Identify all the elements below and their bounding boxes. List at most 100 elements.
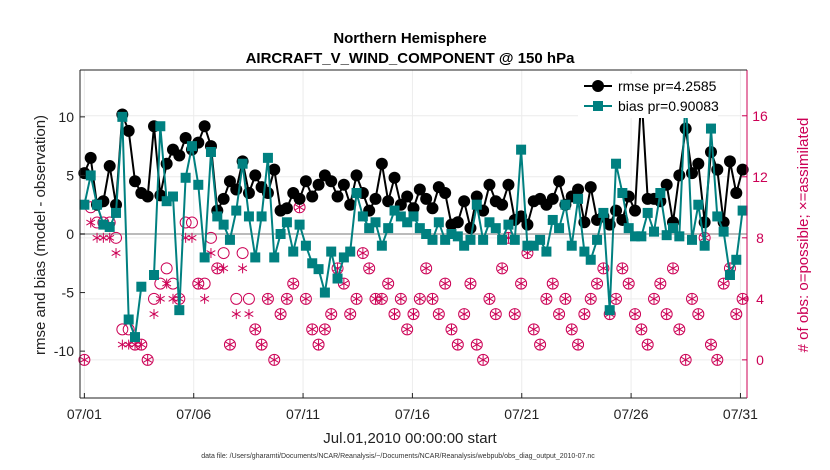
y-tick-label: 0 (66, 226, 74, 242)
assimilated-obs-marker (668, 263, 678, 274)
asterisk-stroke (478, 356, 488, 363)
asterisk-stroke (358, 250, 368, 257)
asterisk-stroke (377, 295, 387, 302)
rmse-point (413, 183, 426, 196)
assimilated-obs-marker (86, 217, 96, 228)
assimilated-obs-marker (111, 248, 121, 259)
assimilated-obs-marker (313, 339, 324, 350)
rmse-point (337, 178, 350, 191)
possible-obs-marker (439, 277, 452, 290)
bias-point (414, 223, 425, 234)
possible-obs-marker (350, 292, 363, 305)
possible-obs-marker (553, 308, 566, 321)
bias-point (433, 217, 444, 228)
legend-bias-marker (593, 101, 603, 111)
y2-tick-label: 12 (752, 169, 768, 185)
possible-obs-marker (711, 353, 724, 366)
bias-point (617, 188, 628, 198)
asterisk-stroke (567, 326, 577, 333)
rmse-point (223, 175, 236, 188)
bias-point (395, 211, 406, 222)
possible-obs-marker (230, 292, 243, 305)
rmse-point (129, 175, 142, 188)
asterisk-stroke (630, 311, 640, 318)
asterisk-stroke (706, 341, 716, 348)
rmse-point (198, 120, 211, 133)
legend: rmse pr=4.2585 bias pr=0.90083 (578, 74, 719, 118)
assimilated-obs-marker (440, 278, 450, 289)
possible-obs-marker (394, 292, 407, 305)
bias-point (724, 270, 735, 280)
possible-obs-marker (141, 353, 154, 366)
assimilated-obs-marker (535, 339, 545, 350)
asterisk-stroke (446, 326, 457, 333)
assimilated-obs-marker (712, 354, 722, 365)
asterisk-stroke (662, 311, 672, 318)
bias-point (490, 223, 501, 234)
asterisk-stroke (617, 265, 627, 272)
asterisk-stroke (497, 265, 507, 272)
possible-obs-marker (584, 292, 597, 305)
assimilated-obs-marker (136, 339, 146, 350)
possible-obs-marker (268, 353, 281, 366)
assimilated-obs-marker (307, 324, 317, 335)
bias-point (661, 230, 672, 241)
assimilated-obs-marker (225, 339, 235, 350)
asterisk-stroke (200, 295, 210, 302)
assimilated-obs-marker (446, 324, 457, 335)
assimilated-obs-marker (529, 324, 539, 335)
asterisk-stroke (276, 311, 286, 318)
asterisk-stroke (548, 280, 558, 287)
assimilated-obs-marker (478, 354, 488, 365)
bias-point (478, 234, 489, 245)
bias-point (136, 281, 147, 292)
y2-axis-label: # of obs: o=possible; ×=assimilated (795, 118, 812, 353)
assimilated-obs-marker (643, 339, 653, 350)
series-line-layer (78, 87, 749, 343)
asterisk-stroke (541, 295, 551, 302)
possible-obs-marker (648, 292, 661, 305)
y2-tick-label: 16 (752, 108, 768, 124)
possible-obs-marker (413, 292, 426, 305)
assimilated-obs-marker (548, 278, 558, 289)
legend-bias-label: bias pr=0.90083 (618, 98, 719, 114)
rmse-point (572, 183, 585, 196)
possible-obs-marker (242, 292, 255, 305)
asterisk-stroke (643, 341, 653, 348)
rmse-point (122, 124, 135, 137)
rmse-point (730, 187, 743, 199)
possible-obs-marker (363, 262, 376, 275)
x-tick-label: 07/31 (723, 406, 758, 422)
rmse-point (350, 169, 363, 182)
possible-obs-marker (736, 292, 749, 305)
bias-point (712, 211, 723, 222)
possible-obs-marker (401, 323, 414, 336)
bias-point (130, 332, 141, 343)
asterisk-stroke (586, 295, 596, 302)
asterisk-stroke (269, 356, 279, 363)
possible-obs-marker (685, 292, 698, 305)
bias-point (313, 264, 324, 275)
possible-obs-marker (546, 277, 559, 290)
bias-point (338, 252, 349, 263)
rmse-point (179, 131, 192, 144)
y-tick-label: -5 (62, 285, 75, 301)
assimilated-obs-marker (219, 263, 229, 274)
bias-point (718, 226, 729, 237)
bias-point (262, 152, 273, 163)
possible-obs-marker (470, 338, 483, 351)
x-axis-label: Jul.01,2010 00:00:00 start (323, 430, 497, 447)
assimilated-obs-marker (491, 309, 501, 320)
rmse-point (426, 202, 439, 215)
assimilated-obs-marker (358, 248, 368, 259)
possible-obs-marker (559, 292, 572, 305)
rmse-point (420, 192, 433, 205)
asterisk-stroke (535, 341, 545, 348)
bias-point (630, 231, 641, 242)
assimilated-obs-marker (187, 232, 197, 243)
asterisk-stroke (408, 311, 419, 318)
x-tick-label: 07/11 (286, 406, 320, 422)
asterisk-stroke (484, 295, 495, 302)
possible-obs-marker (660, 308, 673, 321)
rmse-point (470, 190, 483, 203)
